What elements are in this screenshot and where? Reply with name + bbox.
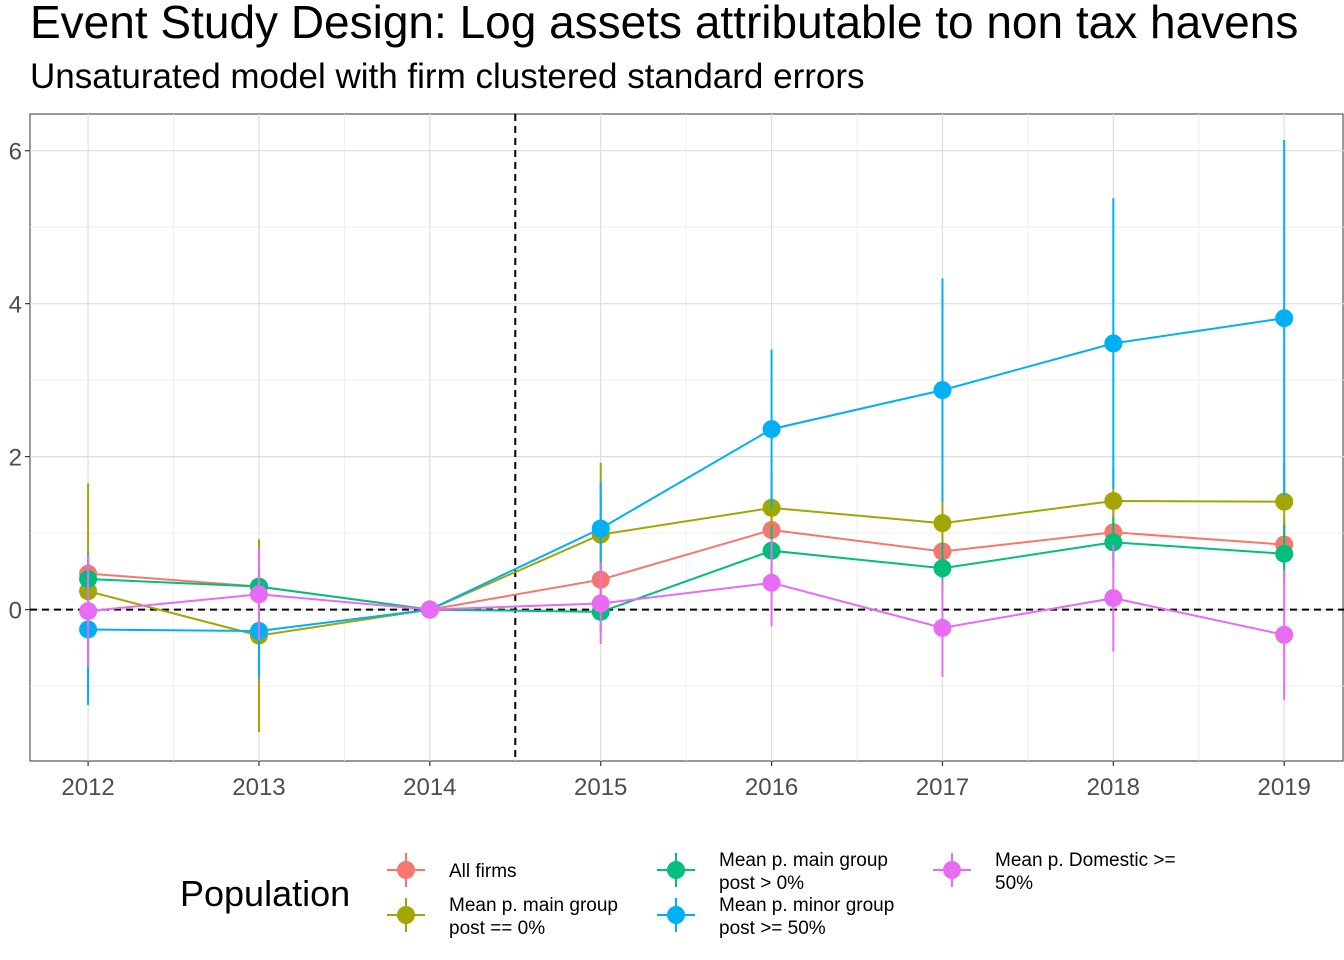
legend-key-point xyxy=(667,906,685,924)
x-tick-label: 2018 xyxy=(1087,774,1140,801)
legend-key-point xyxy=(667,861,685,879)
data-point xyxy=(1275,544,1294,563)
legend-key-point xyxy=(397,861,415,879)
series-line xyxy=(88,581,1285,636)
x-tick-label: 2019 xyxy=(1257,774,1310,801)
legend-label-line2: post == 0% xyxy=(449,918,545,939)
plot-panel xyxy=(29,113,1344,762)
data-point xyxy=(933,618,952,637)
data-point xyxy=(933,514,952,533)
series-5 xyxy=(79,539,1294,700)
data-point xyxy=(1275,625,1294,644)
series-line xyxy=(88,541,1285,613)
legend-label-line1: Mean p. Domestic >= xyxy=(995,850,1176,871)
data-point xyxy=(762,573,781,592)
data-point xyxy=(420,600,439,619)
legend-item-5: Mean p. Domestic >=50% xyxy=(933,850,1176,894)
series-line xyxy=(87,499,1285,637)
legend-item-1: All firms xyxy=(387,853,517,887)
x-tick-label: 2013 xyxy=(232,774,285,801)
y-tick-label: 0 xyxy=(9,598,22,625)
axes: 0 2 4 6 2012 2013 2014 2015 2016 2017 2018 2019 xyxy=(9,139,1311,801)
legend-label-line1: Mean p. main group xyxy=(719,850,888,871)
data-point xyxy=(1104,589,1123,608)
data-point xyxy=(1104,491,1123,510)
data-point xyxy=(1104,334,1123,353)
legend-title: Population xyxy=(180,873,350,914)
reference-lines xyxy=(30,114,1344,761)
y-tick-label: 2 xyxy=(9,445,22,472)
legend-label-line1: Mean p. minor group xyxy=(719,895,894,916)
y-tick-label: 4 xyxy=(9,292,22,319)
legend-label-line1: All firms xyxy=(449,861,517,882)
x-tick-label: 2015 xyxy=(574,774,627,801)
chart-subtitle: Unsaturated model with firm clustered st… xyxy=(30,57,865,96)
series-layer xyxy=(79,140,1294,732)
x-tick-label: 2012 xyxy=(61,774,114,801)
legend-label-line1: Mean p. main group xyxy=(449,895,618,916)
data-point xyxy=(933,559,952,578)
x-tick-label: 2014 xyxy=(403,774,456,801)
y-tick-label: 6 xyxy=(9,139,22,166)
x-tick-label: 2017 xyxy=(916,774,969,801)
data-point xyxy=(933,381,952,400)
series-line xyxy=(88,317,1285,633)
data-point xyxy=(591,519,610,538)
data-point xyxy=(249,585,268,604)
data-point xyxy=(591,594,610,613)
data-point xyxy=(1104,533,1123,552)
data-point xyxy=(1275,309,1294,328)
x-tick-label: 2016 xyxy=(745,774,798,801)
data-point xyxy=(1275,492,1294,511)
legend-label-line2: post >= 50% xyxy=(719,918,826,939)
data-point xyxy=(762,420,781,439)
legend-label-line2: 50% xyxy=(995,873,1033,894)
legend-key-point xyxy=(943,861,961,879)
legend-key-point xyxy=(397,906,415,924)
legend-label-line2: post > 0% xyxy=(719,873,804,894)
data-point xyxy=(79,602,98,621)
chart-title: Event Study Design: Log assets attributa… xyxy=(30,0,1299,48)
